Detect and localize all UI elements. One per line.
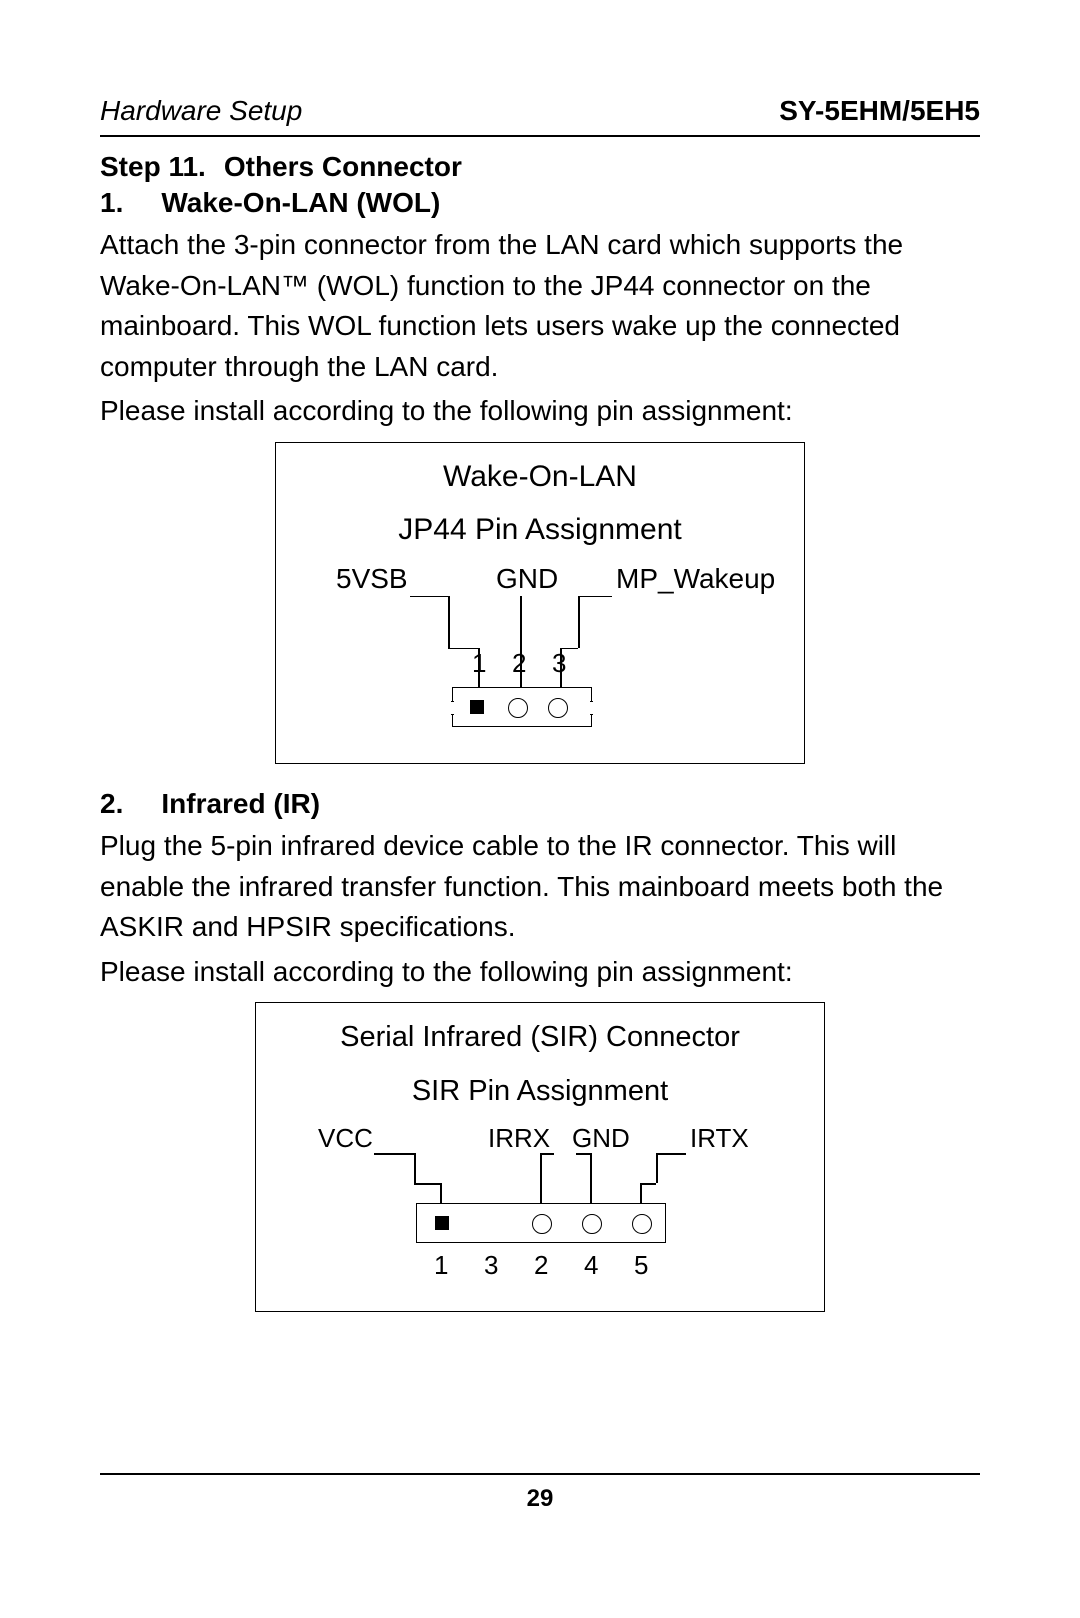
sir-pin1-square [435,1216,449,1230]
sir-leader-line [656,1153,686,1155]
header-section-title: Hardware Setup [100,95,302,127]
sir-connector [416,1203,666,1243]
sir-leader-line [540,1153,554,1155]
wol-pin-num-1: 1 [472,648,486,679]
wol-title-line2: JP44 Pin Assignment [276,510,804,549]
step-title: Others Connector [224,151,462,182]
wol-label-mpwakeup: MP_Wakeup [616,563,775,595]
wol-leader-line [578,596,580,648]
sir-label-vcc: VCC [318,1123,373,1154]
wol-pin1-square [470,700,484,714]
step-heading: Step 11. Others Connector [100,151,980,183]
wol-pin-num-3: 3 [552,648,566,679]
connector-notch [451,701,454,715]
wol-diagram: Wake-On-LAN JP44 Pin Assignment 5VSB GND… [275,442,805,764]
step-prefix: Step 11. [100,151,206,182]
section1-para1: Attach the 3-pin connector from the LAN … [100,225,980,387]
sir-leader-line [374,1153,414,1155]
wol-pin3-hole [548,698,568,718]
sir-leader-line [414,1153,416,1183]
sir-leader-line [640,1183,642,1203]
sir-leader-line [540,1153,542,1203]
section2-para1: Plug the 5-pin infrared device cable to … [100,826,980,948]
page-header: Hardware Setup SY-5EHM/5EH5 [100,95,980,137]
section2-para2: Please install according to the followin… [100,952,980,993]
sir-leader-line [576,1153,590,1155]
sir-label-irrx: IRRX [488,1123,550,1154]
section2-title: Infrared (IR) [161,788,320,819]
wol-label-5vsb: 5VSB [336,563,408,595]
wol-leader-line [410,596,448,598]
section1-title: Wake-On-LAN (WOL) [161,187,440,218]
wol-leader-line [578,596,612,598]
sir-pin-num-2: 2 [534,1250,548,1281]
wol-connector [452,687,592,727]
sir-pin-hole [632,1214,652,1234]
section1-num: 1. [100,187,123,218]
connector-notch [590,701,593,715]
sir-label-gnd: GND [572,1123,630,1154]
sir-pin-hole [532,1214,552,1234]
sir-leader-line [590,1153,592,1203]
sir-label-irtx: IRTX [690,1123,749,1154]
sir-leader-line [414,1183,440,1185]
sir-pin-num-3: 3 [484,1250,498,1281]
sir-pin-num-5: 5 [634,1250,648,1281]
wol-leader-line [448,596,450,648]
section1-para2: Please install according to the followin… [100,391,980,432]
sir-title-line1: Serial Infrared (SIR) Connector [256,1019,824,1057]
page-footer: 29 [100,1473,980,1513]
sir-leader-line [440,1183,442,1203]
sir-pin-num-4: 4 [584,1250,598,1281]
header-model: SY-5EHM/5EH5 [779,95,980,127]
wol-pin-num-2: 2 [512,648,526,679]
sir-leader-line [656,1153,658,1183]
section1-heading: 1. Wake-On-LAN (WOL) [100,187,980,219]
sir-title-line2: SIR Pin Assignment [256,1073,824,1111]
sir-pin-hole [582,1214,602,1234]
wol-pin2-hole [508,698,528,718]
sir-pin-num-1: 1 [434,1250,448,1281]
sir-diagram: Serial Infrared (SIR) Connector SIR Pin … [255,1002,825,1312]
page-number: 29 [100,1473,980,1513]
section2-num: 2. [100,788,123,819]
sir-leader-line [640,1183,656,1185]
wol-title-line1: Wake-On-LAN [276,457,804,496]
section2-heading: 2. Infrared (IR) [100,788,980,820]
wol-label-gnd: GND [496,563,558,595]
